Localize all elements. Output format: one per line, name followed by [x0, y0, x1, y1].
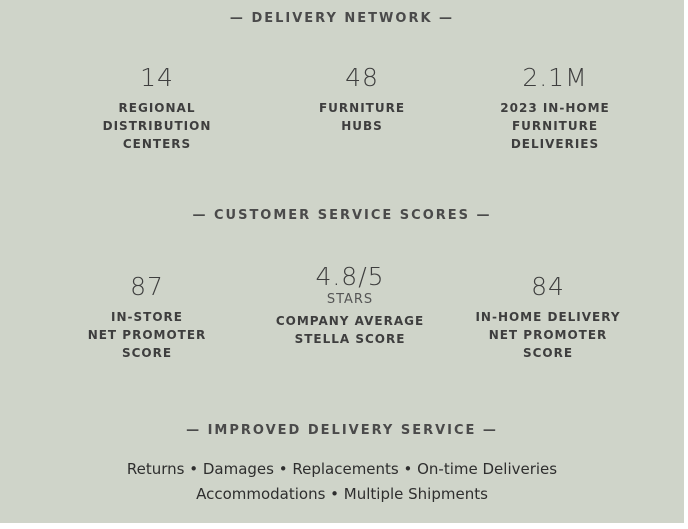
stat: 84 IN-HOME DELIVERY NET PROMOTER SCORE: [453, 272, 643, 362]
stat-label: FURNITURE: [511, 119, 599, 133]
stat-label: STELLA SCORE: [294, 332, 406, 346]
stat-label: IN-HOME DELIVERY: [475, 310, 621, 324]
stat: 48 FURNITURE HUBS: [267, 63, 457, 135]
stat-label: 2023 IN-HOME: [500, 101, 610, 115]
stat: 4.8/5 STARS COMPANY AVERAGE STELLA SCORE: [255, 262, 445, 348]
section-heading: — IMPROVED DELIVERY SERVICE —: [186, 423, 498, 438]
section-heading: — DELIVERY NETWORK —: [229, 11, 455, 26]
service-line: Accommodations • Multiple Shipments: [196, 485, 488, 503]
stat-value: 87: [130, 272, 164, 301]
stat-value: 14: [140, 63, 174, 92]
stat-label: NET PROMOTER: [488, 328, 608, 342]
stat: 2.1M 2023 IN-HOME FURNITURE DELIVERIES: [460, 63, 650, 153]
stat-subvalue: STARS: [326, 292, 374, 307]
stat-label: SCORE: [522, 346, 574, 360]
stat-label: HUBS: [341, 119, 383, 133]
stat-label: NET PROMOTER: [87, 328, 207, 342]
stat-value: 48: [345, 63, 379, 92]
stat-value: 84: [531, 272, 565, 301]
stat-label: CENTERS: [122, 137, 192, 151]
stat: 87 IN-STORE NET PROMOTER SCORE: [52, 272, 242, 362]
stat-label: COMPANY AVERAGE: [275, 314, 425, 328]
stat-label: DELIVERIES: [510, 137, 600, 151]
stat-label: IN-STORE: [111, 310, 183, 324]
stat-label: REGIONAL: [118, 101, 196, 115]
stat-label: DISTRIBUTION: [102, 119, 212, 133]
section-heading: — CUSTOMER SERVICE SCORES —: [192, 208, 492, 223]
service-line: Returns • Damages • Replacements • On-ti…: [126, 460, 558, 478]
stat-value: 2.1M: [522, 63, 588, 92]
stat-label: FURNITURE: [318, 101, 406, 115]
stat-value: 4.8/5: [315, 262, 385, 291]
stat-label: SCORE: [121, 346, 173, 360]
stat: 14 REGIONAL DISTRIBUTION CENTERS: [62, 63, 252, 153]
